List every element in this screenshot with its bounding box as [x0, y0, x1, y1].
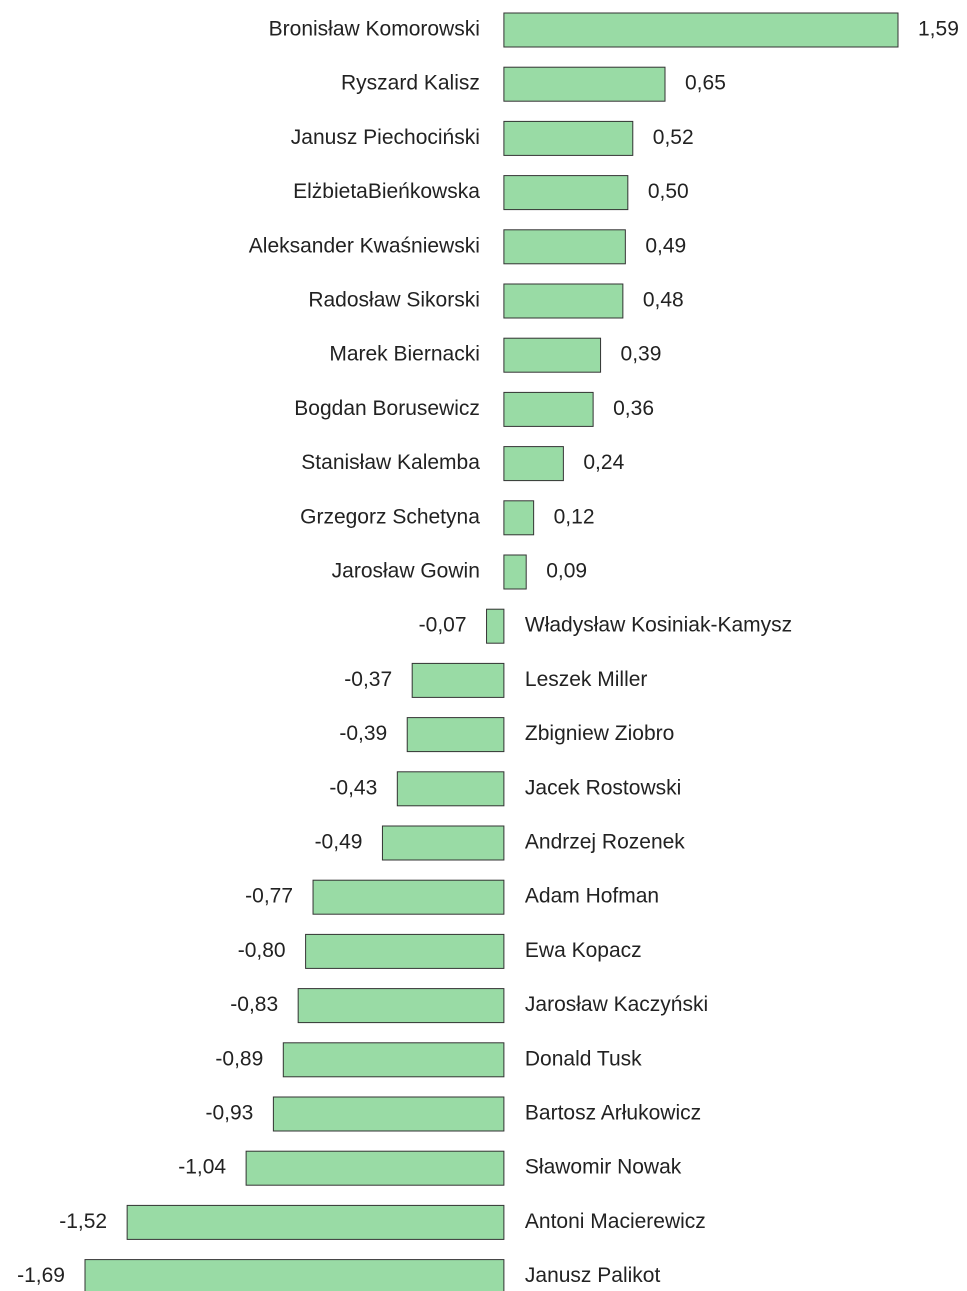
value-label: 0,50: [648, 180, 689, 203]
bar: [305, 933, 505, 969]
category-label: Jacek Rostowski: [525, 776, 681, 799]
category-label: Stanisław Kalemba: [301, 451, 480, 474]
value-label: -0,83: [230, 993, 278, 1016]
category-label: Zbigniew Ziobro: [525, 722, 674, 745]
value-label: 0,52: [653, 126, 694, 149]
bar: [503, 66, 666, 102]
bar: [126, 1204, 505, 1240]
bar: [245, 1150, 505, 1186]
category-label: ElżbietaBieńkowska: [293, 180, 480, 203]
value-label: 0,49: [645, 234, 686, 257]
category-label: Grzegorz Schetyna: [300, 505, 480, 528]
bar: [503, 337, 602, 373]
category-label: Bogdan Borusewicz: [294, 397, 480, 420]
category-label: Jarosław Kaczyński: [525, 993, 708, 1016]
bar: [406, 717, 505, 753]
category-label: Sławomir Nowak: [525, 1156, 682, 1179]
value-label: 1,59: [918, 18, 959, 41]
category-label: Marek Biernacki: [329, 343, 480, 366]
value-label: -0,80: [238, 939, 286, 962]
category-label: Adam Hofman: [525, 885, 659, 908]
category-label: Donald Tusk: [525, 1047, 642, 1070]
category-label: Radosław Sikorski: [308, 289, 480, 312]
value-label: -1,04: [178, 1156, 226, 1179]
value-label: -1,52: [59, 1210, 107, 1233]
bar: [503, 500, 535, 536]
bar: [503, 175, 629, 211]
value-label: -0,43: [329, 776, 377, 799]
value-label: -0,93: [206, 1102, 254, 1125]
bar: [381, 825, 505, 861]
category-label: Ryszard Kalisz: [341, 72, 480, 95]
value-label: 0,12: [554, 505, 595, 528]
value-label: 0,65: [685, 72, 726, 95]
bar: [272, 1096, 505, 1132]
bar: [503, 446, 564, 482]
category-label: Andrzej Rozenek: [525, 831, 685, 854]
bar: [503, 120, 634, 156]
category-label: Janusz Palikot: [525, 1264, 661, 1287]
bar: [503, 283, 624, 319]
value-label: 0,36: [613, 397, 654, 420]
category-label: Janusz Piechociński: [291, 126, 480, 149]
bar: [503, 391, 594, 427]
bar: [396, 771, 505, 807]
category-label: Leszek Miller: [525, 668, 648, 691]
category-label: Władysław Kosiniak-Kamysz: [525, 614, 792, 637]
category-label: Ewa Kopacz: [525, 939, 642, 962]
value-label: -0,89: [215, 1047, 263, 1070]
value-label: 0,24: [583, 451, 624, 474]
category-label: Jarosław Gowin: [332, 560, 480, 583]
bar: [297, 988, 505, 1024]
value-label: -0,37: [344, 668, 392, 691]
bar: [84, 1259, 505, 1291]
value-label: 0,09: [546, 560, 587, 583]
value-label: 0,48: [643, 289, 684, 312]
value-label: -0,49: [315, 831, 363, 854]
category-label: Aleksander Kwaśniewski: [249, 234, 480, 257]
value-label: -0,39: [339, 722, 387, 745]
bar: [503, 229, 626, 265]
category-label: Bartosz Arłukowicz: [525, 1102, 701, 1125]
value-label: -0,77: [245, 885, 293, 908]
category-label: Bronisław Komorowski: [269, 18, 480, 41]
bar: [486, 608, 505, 644]
value-label: -0,07: [419, 614, 467, 637]
bar: [503, 554, 527, 590]
bar: [411, 662, 505, 698]
value-label: -1,69: [17, 1264, 65, 1287]
bar: [503, 12, 899, 48]
value-label: 0,39: [621, 343, 662, 366]
bar: [282, 1042, 505, 1078]
category-label: Antoni Macierewicz: [525, 1210, 706, 1233]
bar: [312, 879, 505, 915]
